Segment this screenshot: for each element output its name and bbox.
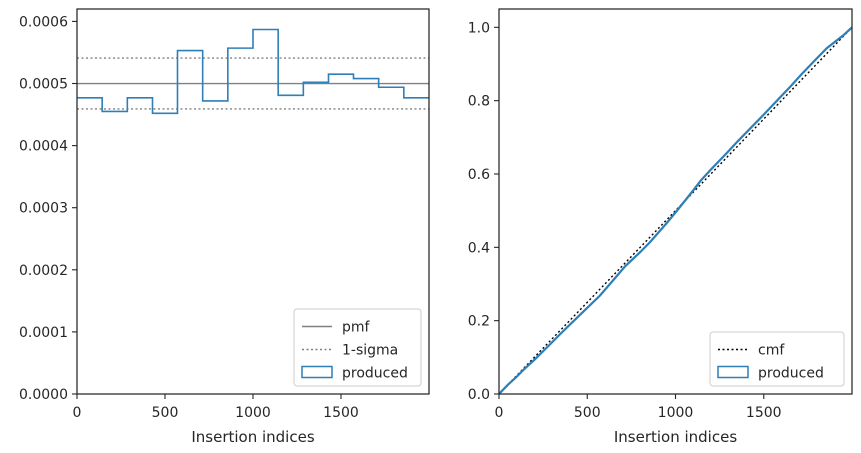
x-tick-label: 1000 (658, 405, 694, 421)
x-tick-label: 500 (574, 405, 601, 421)
legend-handle-produced (717, 365, 749, 379)
y-tick-label: 0.6 (468, 167, 490, 183)
left-tick-group: 0 500 1000 1500 0.0000 0.0001 0.0002 0.0003 0.00… (19, 14, 359, 421)
y-tick-label: 0.0000 (19, 387, 68, 403)
y-tick-label: 0.0004 (19, 139, 68, 155)
y-tick-label: 0.2 (468, 314, 490, 330)
x-tick-label: 0 (495, 405, 504, 421)
legend-label: pmf (342, 320, 371, 336)
right-tick-group: 0 500 1000 1500 0.0 0.2 0.4 0.6 0.8 1.0 (468, 20, 782, 421)
y-tick-label: 1.0 (468, 20, 490, 36)
left-panel: 0 500 1000 1500 0.0000 0.0001 0.0002 0.0003 0.00… (19, 8, 430, 446)
right-panel: 0 500 1000 1500 0.0 0.2 0.4 0.6 0.8 1.0 Insertion… (468, 8, 853, 446)
x-tick-label: 500 (152, 405, 179, 421)
y-tick-label: 0.0003 (19, 201, 68, 217)
legend-label: cmf (758, 343, 785, 359)
y-tick-label: 0.0001 (19, 325, 68, 341)
x-tick-label: 1000 (235, 405, 271, 421)
y-tick-label: 0.0005 (19, 77, 68, 93)
legend-box (709, 331, 845, 387)
y-tick-label: 0.4 (468, 240, 490, 256)
legend-label: produced (342, 366, 408, 382)
right-legend: cmf produced (709, 331, 845, 387)
left-x-axis-label: Insertion indices (191, 428, 314, 446)
produced-cumulative-line (499, 26, 852, 394)
left-legend: pmf 1-sigma produced (293, 308, 422, 387)
x-tick-label: 1500 (746, 405, 782, 421)
legend-label: produced (758, 366, 824, 382)
y-tick-label: 0.0006 (19, 14, 68, 30)
produced-step-line (77, 28, 429, 115)
plot-area (77, 28, 429, 115)
left-axes-frame (76, 8, 430, 395)
legend-handle-produced (301, 365, 333, 379)
legend-label: 1-sigma (342, 343, 398, 359)
y-tick-label: 0.8 (468, 94, 490, 110)
x-tick-label: 1500 (323, 405, 359, 421)
left-plot-group (77, 28, 429, 115)
cmf-line (499, 26, 852, 394)
right-x-axis-label: Insertion indices (614, 428, 737, 446)
right-axes-frame (498, 8, 853, 395)
y-tick-label: 0.0 (468, 387, 490, 403)
x-tick-label: 0 (73, 405, 82, 421)
right-plot-group (499, 26, 852, 394)
y-tick-label: 0.0002 (19, 263, 68, 279)
plot-area (499, 26, 852, 394)
